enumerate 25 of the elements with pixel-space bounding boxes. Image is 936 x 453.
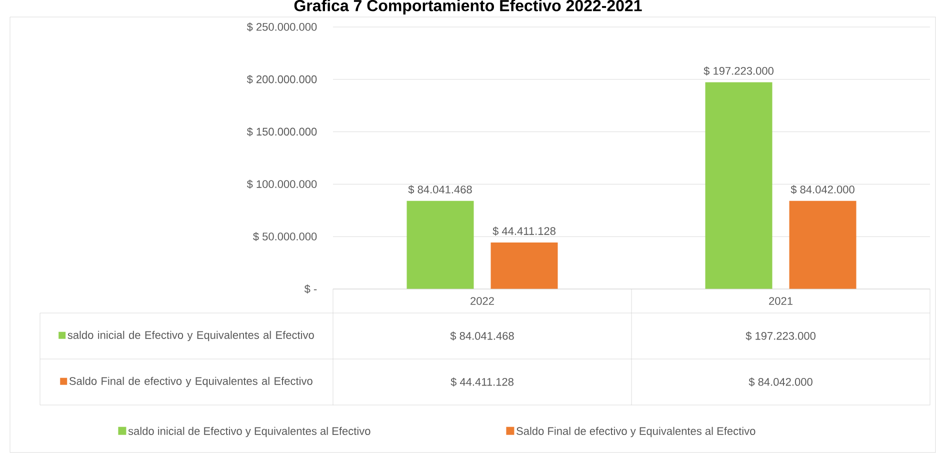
bar — [490, 242, 558, 289]
bar — [406, 200, 474, 289]
text: $ 44.411.128 — [492, 226, 556, 236]
data-label: $ 84.042.000 — [748, 378, 812, 386]
bar — [789, 200, 856, 289]
x-tick-label: 2021 — [769, 297, 792, 305]
data-label: $ 84.041.468 — [450, 332, 514, 340]
chart-title: Grafica 7 Comportamiento Efectivo 2022-2021 — [294, 0, 642, 14]
x-tick-label: 2022 — [470, 297, 494, 305]
text: $ 84.041.468 — [408, 185, 472, 194]
y-tick-label: $ 50.000.000 — [253, 232, 317, 242]
y-tick-label: $ 150.000.000 — [246, 127, 317, 136]
text: $ 84.042.000 — [790, 185, 854, 194]
data-label: $ 197.223.000 — [746, 332, 816, 340]
y-tick-label: $ 200.000.000 — [246, 74, 317, 84]
legend-label: saldo inicial de Efectivo y Equivalentes al Efectivo — [68, 330, 314, 342]
y-tick-label: $ - — [304, 284, 317, 294]
data-label: $ 44.411.128 — [450, 378, 514, 386]
text: Saldo Final de efectivo y Equivalentes al Efectivo — [69, 376, 312, 388]
y-tick-label: $ 100.000.000 — [246, 180, 317, 189]
bar — [705, 82, 772, 289]
y-tick-label: $ 250.000.000 — [246, 22, 317, 32]
text: $ 197.223.000 — [704, 66, 774, 76]
text: saldo inicial de Efectivo y Equivalentes al Efectivo — [128, 426, 370, 438]
legend-label: Saldo Final de efectivo y Equivalentes al Efectivo — [516, 426, 756, 438]
